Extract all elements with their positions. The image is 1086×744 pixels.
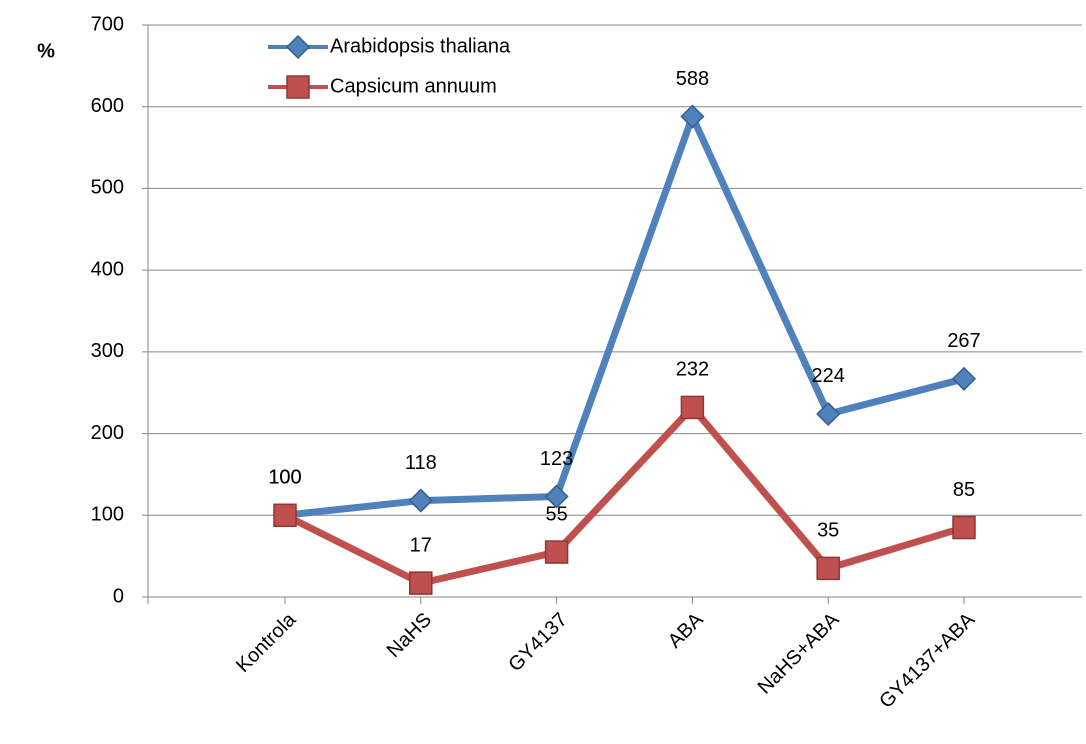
data-label: 232	[676, 359, 709, 381]
data-label: 123	[540, 448, 573, 470]
y-axis-label: %	[37, 40, 55, 62]
data-label: 224	[812, 365, 845, 387]
data-point	[680, 104, 705, 129]
y-tick-label: 500	[91, 177, 124, 199]
data-label: 588	[676, 68, 709, 90]
y-tick-label: 100	[91, 504, 124, 526]
data-point	[544, 540, 569, 564]
legend-marker	[285, 34, 311, 60]
data-label: 55	[545, 503, 567, 525]
x-tick-label: Kontrola	[232, 608, 301, 677]
data-point	[816, 401, 841, 427]
legend-marker	[286, 75, 310, 99]
data-label: 267	[947, 330, 980, 352]
legend-label: Capsicum annuum	[330, 75, 497, 97]
x-tick-label: GY4137	[504, 609, 571, 676]
data-point	[273, 503, 297, 528]
y-tick-label: 400	[91, 258, 124, 280]
data-label: 85	[953, 479, 975, 501]
data-label: 100	[268, 467, 301, 489]
y-tick-label: 600	[91, 95, 124, 117]
y-tick-label: 300	[91, 340, 124, 362]
data-label: 118	[405, 452, 437, 474]
series-line	[283, 403, 966, 587]
y-tick-label: 200	[91, 422, 124, 444]
x-tick-label: NaHS	[383, 609, 436, 662]
data-point	[680, 395, 705, 420]
x-tick-label: NaHS+ABA	[754, 608, 844, 698]
x-tick-label: GY4137+ABA	[875, 608, 979, 712]
data-label: 100	[268, 467, 301, 489]
data-point	[952, 515, 976, 540]
y-tick-label: 700	[91, 13, 124, 35]
data-point	[409, 571, 433, 595]
data-label: 35	[817, 520, 839, 542]
data-point	[408, 488, 433, 513]
x-tick-label: ABA	[664, 608, 708, 652]
y-tick-label: 0	[113, 585, 124, 607]
data-point	[544, 484, 569, 509]
data-point	[951, 366, 977, 391]
legend-label: Arabidopsis thaliana	[330, 35, 511, 57]
data-label: 17	[410, 534, 432, 556]
series-line	[284, 113, 965, 519]
data-point	[816, 556, 840, 581]
